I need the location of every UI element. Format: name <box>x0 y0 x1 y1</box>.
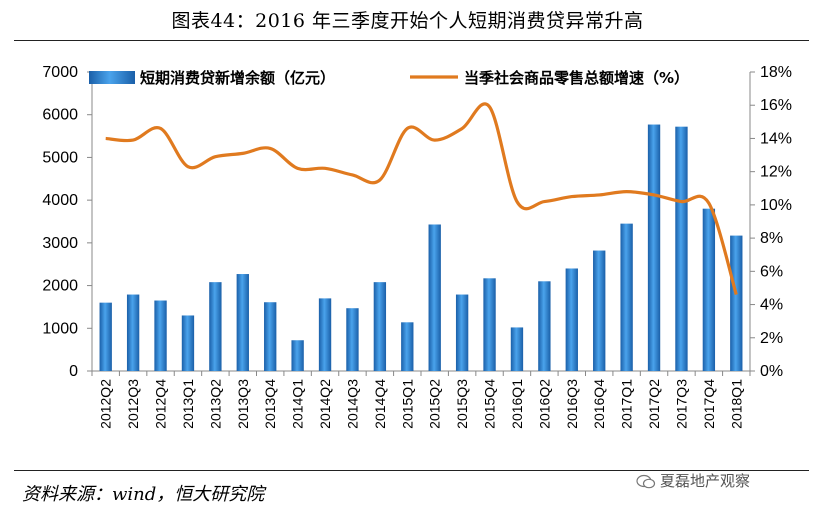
y-left-tick-label: 1000 <box>42 320 78 337</box>
bar-2017Q2 <box>647 124 661 371</box>
bar-2017Q3 <box>675 126 688 371</box>
y-right-tick-label: 18% <box>760 64 792 81</box>
y-right-tick-label: 2% <box>760 330 783 347</box>
x-tick-label: 2016Q4 <box>591 379 607 429</box>
bar-2012Q2 <box>99 302 112 371</box>
x-tick-label: 2015Q4 <box>482 379 498 429</box>
top-rule <box>14 40 809 41</box>
x-tick-label: 2012Q3 <box>125 379 141 429</box>
x-tick-label: 2012Q2 <box>98 379 114 429</box>
y-right-tick-label: 8% <box>760 230 783 247</box>
y-right-tick-label: 6% <box>760 263 783 280</box>
y-left-tick-label: 2000 <box>42 278 78 295</box>
bar-2013Q2 <box>209 282 222 371</box>
x-tick-label: 2015Q1 <box>399 379 415 429</box>
legend-bar-label: 短期消费贷新增余额（亿元） <box>140 69 335 87</box>
x-tick-label: 2013Q1 <box>180 379 196 429</box>
bottom-rule <box>14 470 809 471</box>
bar-2016Q3 <box>565 268 578 371</box>
bar-2015Q2 <box>428 224 441 371</box>
combo-chart: 0 1000 2000 3000 4000 5000 6000 7000 0% 2% 4% 6% 8% 1… <box>42 64 792 429</box>
bar-2014Q3 <box>346 308 359 371</box>
bar-2013Q1 <box>181 315 195 371</box>
bar-2014Q1 <box>291 340 304 371</box>
y-left-tick-label: 5000 <box>42 149 78 166</box>
x-tick-label: 2017Q4 <box>701 379 717 429</box>
chart-title: 图表44：2016 年三季度开始个人短期消费贷异常升高 <box>171 10 644 32</box>
x-tick-label: 2013Q2 <box>207 379 223 429</box>
x-tick-label: 2013Q3 <box>235 379 251 429</box>
bar-2012Q3 <box>126 294 140 371</box>
y-right-tick-label: 12% <box>760 164 792 181</box>
bar-2017Q1 <box>620 223 633 371</box>
bars-group <box>99 124 743 371</box>
x-tick-label: 2013Q4 <box>262 379 278 429</box>
wechat-icon <box>636 474 656 489</box>
x-tick-label: 2014Q1 <box>290 379 306 429</box>
y-left-tick-label: 6000 <box>42 107 78 124</box>
bar-2013Q4 <box>264 302 277 371</box>
line-group <box>105 102 738 296</box>
legend-line-label: 当季社会商品零售总额增速（%） <box>464 69 689 87</box>
bar-2012Q4 <box>154 300 167 371</box>
bar-2016Q1 <box>510 327 524 371</box>
x-tick-label: 2018Q1 <box>728 379 744 429</box>
bar-2013Q3 <box>236 274 249 371</box>
bar-2014Q2 <box>318 298 332 371</box>
x-tick-label: 2016Q3 <box>564 379 580 429</box>
y-right-tick-label: 16% <box>760 97 792 114</box>
y-left-tick-label: 4000 <box>42 192 78 209</box>
watermark-text: 夏磊地产观察 <box>660 472 751 490</box>
x-tick-label: 2017Q2 <box>646 379 662 429</box>
bar-2016Q4 <box>593 250 606 371</box>
bar-2015Q4 <box>483 278 496 371</box>
bar-2015Q1 <box>401 322 414 371</box>
y-right-tick-label: 0% <box>760 363 783 380</box>
x-tick-label: 2017Q1 <box>619 379 635 429</box>
x-tick-label: 2012Q4 <box>153 379 169 429</box>
y-left-tick-label: 7000 <box>42 64 78 81</box>
bar-2017Q4 <box>702 208 716 371</box>
x-tick-label: 2016Q1 <box>509 379 525 429</box>
x-tick-label: 2014Q4 <box>372 379 388 429</box>
y-right-tick-label: 10% <box>760 197 792 214</box>
y-right-tick-label: 14% <box>760 130 792 147</box>
x-tick-label: 2017Q3 <box>673 379 689 429</box>
axes-group: 0 1000 2000 3000 4000 5000 6000 7000 0% 2% 4% 6% 8% 1… <box>42 64 792 429</box>
y-left-tick-label: 3000 <box>42 235 78 252</box>
source-note: 资料来源：wind，恒大研究院 <box>22 484 265 505</box>
growth-rate-line <box>105 102 738 296</box>
x-tick-label: 2014Q2 <box>317 379 333 429</box>
x-tick-label: 2016Q2 <box>536 379 552 429</box>
bar-2015Q3 <box>455 294 469 371</box>
x-tick-label: 2015Q3 <box>454 379 470 429</box>
bar-2018Q1 <box>730 235 743 371</box>
bar-2016Q2 <box>538 281 551 371</box>
y-left-tick-label: 0 <box>69 363 78 380</box>
x-tick-label: 2015Q2 <box>427 379 443 429</box>
legend: 短期消费贷新增余额（亿元） 当季社会商品零售总额增速（%） <box>89 69 689 87</box>
y-right-tick-label: 4% <box>760 297 783 314</box>
x-tick-label: 2014Q3 <box>344 379 360 429</box>
bar-2014Q4 <box>373 282 387 371</box>
legend-bar-swatch <box>89 71 135 84</box>
